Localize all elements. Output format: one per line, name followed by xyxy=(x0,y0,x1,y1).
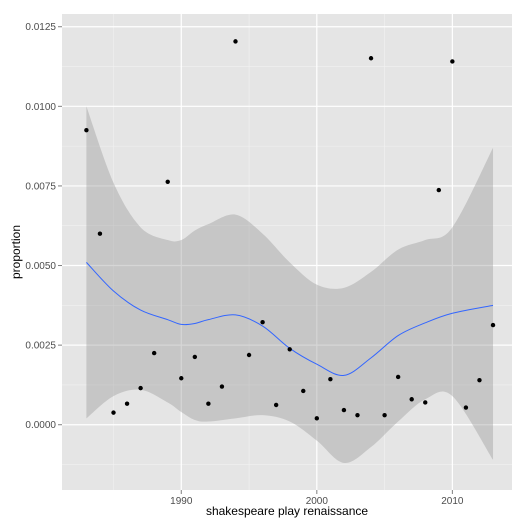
data-points xyxy=(84,39,496,421)
data-point xyxy=(219,384,225,389)
data-point xyxy=(260,320,265,325)
data-point xyxy=(84,128,89,133)
y-tick-label: 0.0000 xyxy=(25,420,56,431)
data-point xyxy=(423,400,428,405)
data-point xyxy=(179,376,184,381)
x-axis-ticks: 1990 2000 2010 xyxy=(170,490,464,507)
data-point xyxy=(355,412,360,418)
data-point xyxy=(206,401,211,406)
data-point xyxy=(165,179,170,184)
x-tick-label: 2010 xyxy=(441,496,464,507)
data-point xyxy=(138,385,143,391)
data-point xyxy=(301,388,306,394)
y-axis-title: proportion xyxy=(9,225,23,279)
data-point xyxy=(382,412,387,418)
y-tick-label: 0.0125 xyxy=(25,22,56,33)
plot-panel xyxy=(62,14,512,490)
data-point xyxy=(246,352,252,358)
data-point xyxy=(490,322,496,328)
y-tick-label: 0.0050 xyxy=(25,261,56,272)
data-point xyxy=(463,405,469,410)
data-point xyxy=(341,407,347,413)
data-point xyxy=(124,401,130,406)
y-tick-label: 0.0100 xyxy=(25,102,56,113)
y-axis-ticks: 0.0000 0.0025 0.0050 0.0075 0.0100 0.0125 xyxy=(25,22,62,431)
x-tick-label: 1990 xyxy=(170,496,193,507)
x-axis-title: shakespeare play renaissance xyxy=(206,504,368,518)
data-point xyxy=(273,402,279,408)
data-point xyxy=(328,376,333,382)
y-tick-label: 0.0025 xyxy=(25,341,56,352)
data-point xyxy=(111,410,116,415)
data-point xyxy=(395,374,401,380)
data-point xyxy=(233,39,238,44)
y-tick-label: 0.0075 xyxy=(25,181,56,192)
data-point xyxy=(477,377,482,383)
data-point xyxy=(97,231,103,236)
data-point xyxy=(192,354,198,360)
data-point xyxy=(151,350,157,356)
smooth-trend-line xyxy=(86,262,494,376)
data-point xyxy=(314,416,320,421)
confidence-band xyxy=(86,106,494,464)
data-point xyxy=(287,347,292,352)
minor-gridlines xyxy=(62,14,512,490)
data-point xyxy=(409,397,414,402)
x-tick-label: 2000 xyxy=(306,496,329,507)
data-point xyxy=(368,56,374,61)
data-point xyxy=(450,59,455,64)
major-gridlines xyxy=(62,14,512,490)
data-point xyxy=(436,187,442,193)
